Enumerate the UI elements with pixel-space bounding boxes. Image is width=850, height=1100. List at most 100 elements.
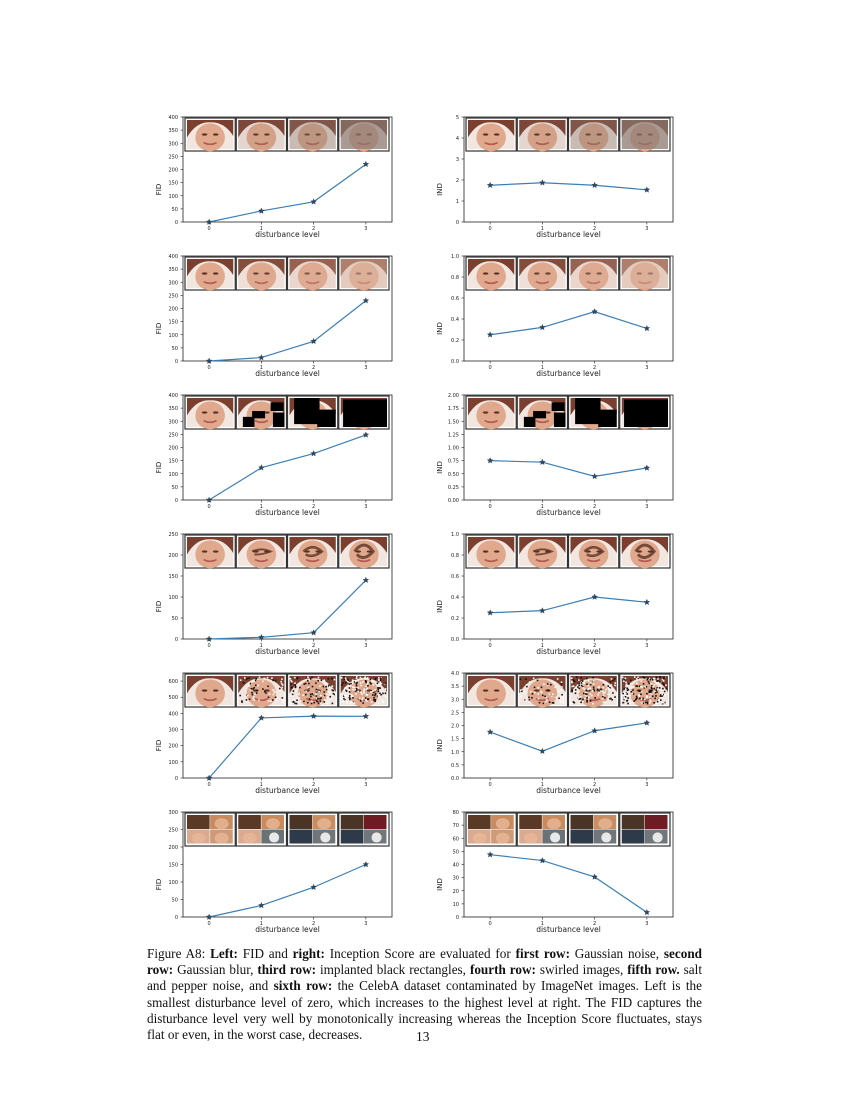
star-marker-icon <box>310 337 317 345</box>
y-tick-label: 1.0 <box>451 254 459 260</box>
sample-image <box>619 673 671 708</box>
sample-image <box>567 395 620 430</box>
star-marker-icon <box>258 354 265 361</box>
star-marker-icon <box>591 727 598 734</box>
x-tick-label: 1 <box>541 643 544 649</box>
sample-image <box>516 256 569 291</box>
x-tick-label: 0 <box>208 226 211 232</box>
y-tick-label: 0.0 <box>451 637 459 643</box>
sample-image-strip <box>464 117 673 152</box>
y-axis: 0 1 2 3 4 5 <box>456 115 464 226</box>
y-tick-label: 250 <box>168 154 178 160</box>
y-tick-label: 0 <box>175 220 178 226</box>
x-axis: 0 1 2 3 <box>489 500 648 510</box>
sample-image <box>619 534 671 569</box>
y-tick-label: 2.00 <box>448 393 459 399</box>
star-marker-icon <box>258 633 265 641</box>
y-tick-label: 4.0 <box>451 671 459 677</box>
x-axis: 0 1 2 3 <box>489 222 648 232</box>
x-tick-label: 0 <box>489 504 492 510</box>
sample-image <box>516 812 569 847</box>
star-marker-icon <box>205 913 213 920</box>
data-line <box>209 863 367 918</box>
y-tick-label: 100 <box>168 194 178 200</box>
caption-bold-segment: first row: <box>515 946 570 961</box>
y-tick-label: 400 <box>168 254 178 260</box>
star-marker-icon <box>539 607 546 614</box>
y-tick-label: 0 <box>456 220 459 226</box>
y-tick-label: 500 <box>168 695 178 701</box>
y-axis: 0 10 20 30 40 50 60 70 80 <box>453 810 464 921</box>
y-tick-label: 150 <box>168 181 178 187</box>
y-tick-label: 400 <box>168 115 178 121</box>
sample-image <box>286 395 339 430</box>
sample-image <box>235 117 288 152</box>
y-tick-label: 1.75 <box>448 406 459 412</box>
y-tick-label: 50 <box>172 898 178 904</box>
data-line <box>209 300 367 362</box>
x-axis: 0 1 2 3 <box>489 917 648 927</box>
x-axis-label: disturbance level <box>255 369 320 378</box>
y-axis: 0.0 0.5 1.0 1.5 2.0 2.5 3.0 3.5 4.0 <box>451 671 464 782</box>
y-tick-label: 10 <box>453 902 459 908</box>
data-line <box>208 715 366 779</box>
y-tick-label: 1 <box>456 199 459 205</box>
caption-text-segment: swirled images, <box>535 962 628 978</box>
y-tick-label: 350 <box>168 267 178 273</box>
y-axis-label: FID <box>155 879 163 890</box>
y-tick-label: 100 <box>168 472 178 478</box>
x-tick-label: 3 <box>364 643 367 649</box>
sample-image <box>465 256 517 291</box>
x-tick-label: 3 <box>645 921 648 927</box>
chart-row4-left: 0 50 100 150 200 250 FID 0 1 2 3 disturbance level <box>143 528 412 667</box>
caption-bold-segment: third row: <box>257 962 317 978</box>
y-tick-label: 0 <box>456 915 459 921</box>
y-axis: 0 100 200 300 400 500 600 <box>168 679 183 782</box>
x-tick-label: 0 <box>489 643 492 649</box>
sample-image <box>619 812 671 847</box>
chart-row3-right: 0.00 0.25 0.50 0.75 1.00 1.25 1.50 1.75 2.00 IND 0… <box>424 389 693 528</box>
caption-text-segment: Gaussian blur, <box>173 962 258 978</box>
y-axis: 0 50 100 150 200 250 300 350 400 <box>168 254 183 365</box>
x-axis: 0 1 2 3 <box>489 639 648 649</box>
star-marker-icon <box>362 297 370 304</box>
x-tick-label: 2 <box>312 504 315 510</box>
star-marker-icon <box>591 308 598 315</box>
caption-text-segment: implanted black rectangles, <box>316 962 470 978</box>
y-tick-label: 150 <box>168 320 178 326</box>
sample-image <box>235 256 288 291</box>
y-axis-label: FID <box>155 462 163 473</box>
x-tick-label: 0 <box>489 365 492 371</box>
y-tick-label: 4 <box>456 136 459 142</box>
y-tick-label: 100 <box>168 333 178 339</box>
sample-image-strip <box>183 395 392 430</box>
data-line <box>209 579 367 640</box>
star-marker-icon <box>539 857 546 864</box>
data-line <box>490 460 647 477</box>
x-tick-label: 0 <box>489 226 492 232</box>
y-axis-label: FID <box>155 601 163 612</box>
caption-bold-segment: fourth row: <box>469 962 536 978</box>
star-marker-icon <box>643 186 651 193</box>
x-tick-label: 3 <box>364 782 367 788</box>
y-tick-label: 1.0 <box>451 750 459 756</box>
x-tick-label: 2 <box>593 504 596 510</box>
data-line <box>490 854 648 913</box>
y-tick-label: 400 <box>168 393 178 399</box>
sample-image <box>184 812 236 847</box>
sample-image <box>567 673 620 708</box>
y-axis: 0 50 100 150 200 250 300 <box>168 810 183 921</box>
x-axis-label: disturbance level <box>536 508 601 517</box>
star-marker-icon <box>362 160 370 167</box>
caption-text-segment: salt and pepper noise, and <box>147 962 702 994</box>
y-tick-label: 2.0 <box>451 724 459 730</box>
y-tick-label: 30 <box>453 876 459 882</box>
star-marker-icon <box>258 714 265 721</box>
chart-row2-left: 0 50 100 150 200 250 300 350 400 FID 0 1 2 3 disturban… <box>143 250 412 389</box>
y-tick-label: 60 <box>453 836 459 842</box>
page-number: 13 <box>416 1029 430 1044</box>
sample-image-strip <box>183 812 392 847</box>
sample-image <box>338 256 390 291</box>
x-tick-label: 3 <box>645 226 648 232</box>
sample-image <box>567 812 620 847</box>
